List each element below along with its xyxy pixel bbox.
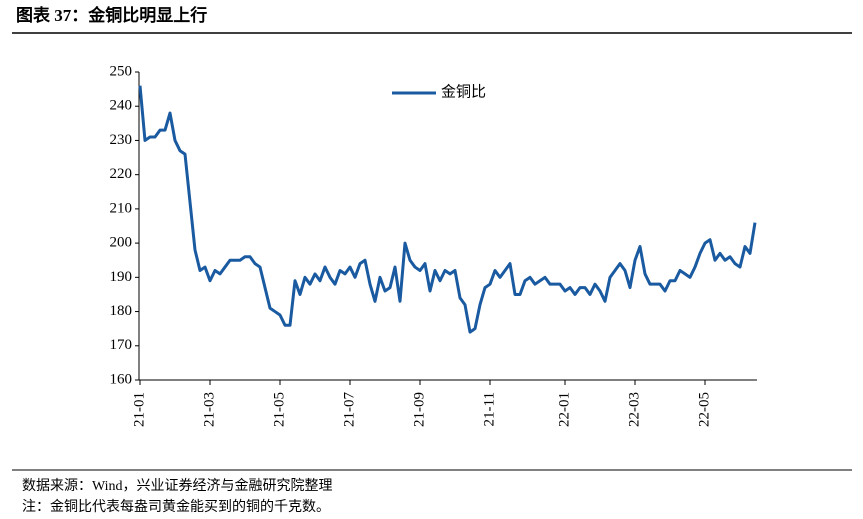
chart-title: 图表 37：金铜比明显上行 — [16, 5, 207, 25]
legend-label: 金铜比 — [441, 83, 486, 100]
y-tick-label: 220 — [110, 166, 133, 182]
y-tick-label: 240 — [110, 98, 133, 114]
y-tick-label: 250 — [110, 63, 133, 79]
y-tick-label: 160 — [110, 371, 133, 387]
x-tick-label: 22-01 — [556, 392, 572, 427]
y-tick-label: 170 — [110, 337, 133, 353]
x-tick-label: 21-05 — [271, 392, 287, 427]
x-tick-label: 22-03 — [626, 392, 642, 427]
x-tick-label: 22-05 — [696, 392, 712, 427]
x-tick-label: 21-09 — [411, 392, 427, 427]
y-tick-label: 200 — [110, 235, 133, 251]
note: 注：金铜比代表每盎司黄金能买到的铜的千克数。 — [22, 498, 330, 515]
y-tick-label: 180 — [110, 303, 133, 319]
x-tick-label: 21-01 — [131, 392, 147, 427]
y-tick-label: 230 — [110, 132, 133, 148]
y-tick-label: 210 — [110, 200, 133, 216]
x-tick-label: 21-03 — [201, 392, 217, 427]
series-line — [138, 85, 757, 334]
y-tick-label: 190 — [110, 269, 133, 285]
x-tick-label: 21-11 — [481, 392, 497, 426]
source: 数据来源：Wind，兴业证券经济与金融研究院整理 — [22, 478, 333, 494]
x-tick-label: 21-07 — [341, 392, 357, 427]
